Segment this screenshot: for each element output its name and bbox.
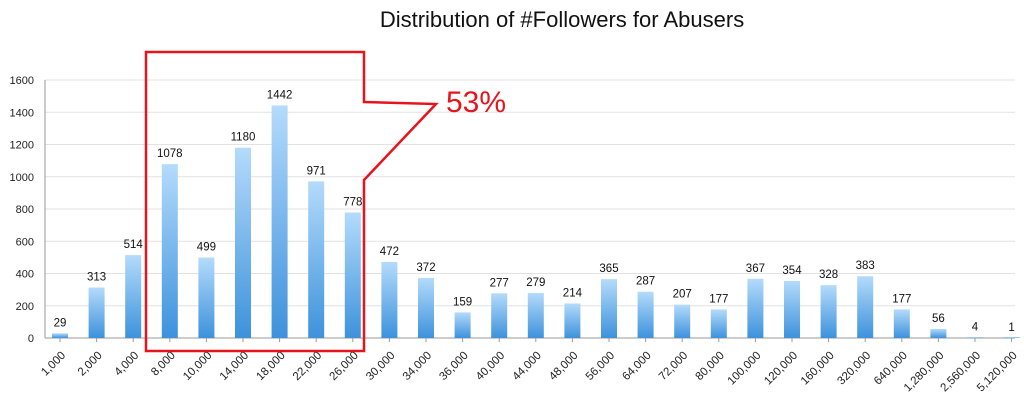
x-tick-label: 40,000 — [474, 350, 507, 383]
data-label: 778 — [343, 197, 362, 209]
x-tick-label: 22,000 — [291, 350, 324, 383]
y-tick-label: 1600 — [10, 75, 34, 87]
bar — [161, 164, 178, 338]
bar — [271, 105, 288, 338]
bar — [893, 309, 910, 338]
bar — [564, 303, 581, 338]
bar — [125, 255, 142, 338]
data-label: 971 — [307, 165, 326, 177]
x-tick-label: 56,000 — [584, 350, 617, 383]
bar — [198, 257, 215, 338]
bar — [454, 312, 471, 338]
data-label: 1078 — [157, 148, 183, 160]
y-tick-label: 400 — [16, 269, 34, 281]
bar — [710, 309, 727, 338]
x-tick-label: 640,000 — [872, 350, 910, 388]
bar — [601, 279, 617, 338]
bar — [308, 181, 325, 338]
bars: 29 313 514 1078 499 1180 1442 971 778 472 372 159 27… — [52, 89, 1020, 338]
x-tick-label: 26,000 — [328, 350, 361, 383]
x-tick-label: 160,000 — [799, 350, 837, 388]
x-tick-label: 5,120,000 — [975, 350, 1020, 395]
x-tick-label: 120,000 — [762, 350, 800, 388]
x-tick-label: 2,000 — [76, 350, 105, 379]
x-axis: 1,000 2,000 4,000 8,000 10,000 14,000 18,000 22… — [39, 338, 1020, 395]
data-label: 372 — [416, 262, 435, 274]
bar — [381, 261, 398, 338]
highlight-callout-outline — [144, 50, 439, 353]
bar — [967, 337, 983, 338]
bar — [674, 304, 691, 338]
bar — [747, 278, 764, 338]
data-label: 499 — [197, 242, 216, 254]
bar — [88, 287, 105, 338]
data-label: 177 — [709, 293, 728, 305]
x-tick-label: 10,000 — [181, 350, 214, 383]
data-label: 4 — [972, 321, 979, 333]
data-label: 313 — [87, 272, 106, 284]
data-label: 159 — [453, 296, 472, 308]
y-axis: 0 200 400 600 800 1000 1200 1400 1600 — [10, 75, 46, 345]
x-tick-label: 1,000 — [39, 350, 68, 379]
data-label: 279 — [526, 277, 545, 289]
annotation-percent-label: 53% — [446, 86, 506, 119]
data-label: 1180 — [231, 132, 256, 144]
chart-title: Distribution of #Followers for Abusers — [380, 7, 744, 32]
data-label: 383 — [856, 260, 875, 272]
y-tick-label: 1200 — [10, 140, 34, 152]
data-label: 214 — [563, 287, 583, 299]
bar — [235, 147, 251, 338]
y-tick-label: 1400 — [10, 107, 34, 119]
x-tick-label: 36,000 — [437, 350, 470, 383]
data-label: 1442 — [267, 89, 293, 101]
x-tick-label: 14,000 — [218, 350, 251, 383]
bar — [930, 328, 947, 338]
x-tick-label: 72,000 — [657, 350, 690, 383]
data-label: 472 — [380, 246, 399, 258]
bar — [491, 293, 508, 338]
bar — [857, 276, 874, 338]
data-label: 514 — [124, 239, 144, 251]
bar — [637, 291, 654, 338]
data-label: 354 — [782, 265, 802, 277]
data-label: 177 — [892, 293, 911, 305]
data-label: 365 — [599, 263, 618, 275]
data-label: 328 — [819, 269, 838, 281]
data-label: 1 — [1008, 322, 1014, 334]
annotation-callout: 53% — [144, 50, 506, 353]
x-tick-label: 100,000 — [726, 350, 764, 388]
x-tick-label: 48,000 — [547, 350, 580, 383]
data-label: 367 — [746, 263, 765, 275]
bar — [52, 333, 68, 338]
data-label: 287 — [636, 276, 655, 288]
x-tick-label: 4,000 — [112, 350, 141, 379]
x-tick-label: 44,000 — [511, 350, 544, 383]
x-tick-label: 320,000 — [835, 350, 873, 388]
data-label: 277 — [490, 277, 509, 289]
x-tick-label: 34,000 — [401, 350, 434, 383]
x-tick-label: 80,000 — [694, 350, 727, 383]
y-tick-label: 600 — [16, 236, 34, 248]
data-label: 56 — [932, 313, 945, 325]
bar — [784, 280, 800, 338]
bar — [1003, 337, 1020, 338]
x-tick-label: 8,000 — [149, 350, 178, 379]
bar — [820, 285, 837, 338]
y-tick-label: 0 — [28, 333, 34, 345]
data-label: 29 — [54, 317, 67, 329]
bar — [527, 293, 544, 338]
x-tick-label: 30,000 — [364, 350, 397, 383]
x-tick-label: 18,000 — [254, 350, 287, 383]
y-tick-label: 800 — [16, 204, 34, 216]
x-tick-label: 64,000 — [620, 350, 653, 383]
y-tick-label: 1000 — [10, 172, 34, 184]
data-label: 207 — [673, 289, 692, 301]
bar — [344, 212, 361, 338]
y-tick-label: 200 — [16, 301, 34, 313]
bar — [418, 278, 434, 338]
